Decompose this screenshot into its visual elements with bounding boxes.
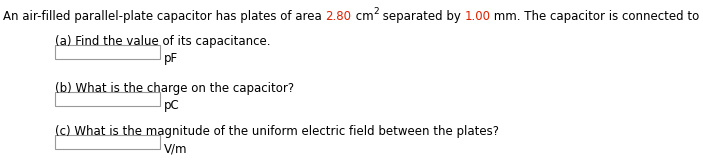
Bar xyxy=(55,45,160,59)
Bar xyxy=(55,135,160,149)
Text: 2.80: 2.80 xyxy=(325,10,352,23)
Text: (b) What is the charge on the capacitor?: (b) What is the charge on the capacitor? xyxy=(55,82,294,95)
Text: (a) Find the value of its capacitance.: (a) Find the value of its capacitance. xyxy=(55,35,271,48)
Text: pC: pC xyxy=(164,99,180,112)
Text: cm: cm xyxy=(352,10,373,23)
Bar xyxy=(55,92,160,106)
Text: 2: 2 xyxy=(373,7,379,16)
Text: (c) What is the magnitude of the uniform electric field between the plates?: (c) What is the magnitude of the uniform… xyxy=(55,125,499,138)
Text: separated by: separated by xyxy=(379,10,465,23)
Text: mm. The capacitor is connected to a: mm. The capacitor is connected to a xyxy=(491,10,703,23)
Text: pF: pF xyxy=(164,52,178,65)
Text: V/m: V/m xyxy=(164,142,188,155)
Text: An air-filled parallel-plate capacitor has plates of area: An air-filled parallel-plate capacitor h… xyxy=(3,10,325,23)
Text: 1.00: 1.00 xyxy=(465,10,491,23)
